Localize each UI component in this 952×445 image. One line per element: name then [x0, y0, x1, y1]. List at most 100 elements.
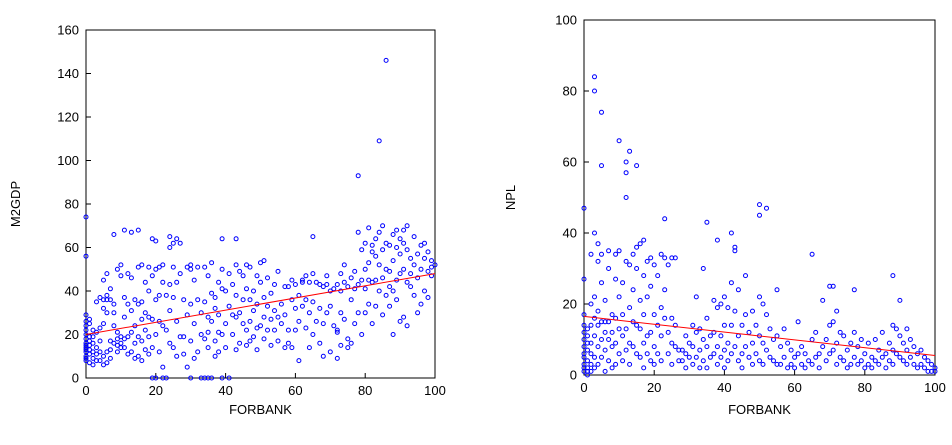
data-point	[760, 361, 766, 367]
data-point	[90, 355, 96, 361]
data-point	[317, 305, 323, 311]
data-point	[813, 329, 819, 335]
data-point	[700, 358, 706, 364]
data-point	[904, 347, 910, 353]
data-point	[627, 361, 633, 367]
data-point	[87, 360, 92, 366]
data-point	[623, 170, 629, 176]
data-point	[602, 347, 608, 353]
data-point	[247, 318, 253, 324]
data-point	[345, 345, 351, 351]
data-point	[338, 310, 344, 316]
data-point	[834, 361, 840, 367]
data-point	[149, 236, 155, 242]
data-point	[834, 308, 840, 314]
data-point	[408, 255, 414, 261]
x-tick-label: 40	[218, 383, 232, 398]
data-point	[679, 347, 685, 353]
data-point	[334, 355, 340, 361]
data-point	[97, 325, 103, 331]
y-tick-label: 100	[57, 153, 79, 168]
data-point	[648, 329, 654, 335]
data-point	[404, 247, 410, 253]
data-point	[184, 364, 190, 370]
y-tick-label: 80	[65, 197, 79, 212]
data-point	[616, 248, 622, 254]
data-point	[369, 242, 375, 248]
data-point	[686, 354, 692, 360]
data-point	[662, 255, 668, 261]
y-tick-label: 0	[570, 368, 577, 383]
data-point	[778, 361, 784, 367]
data-point	[595, 344, 601, 350]
x-tick-label: 0	[580, 380, 587, 395]
data-point	[146, 351, 152, 357]
data-point	[299, 303, 305, 309]
data-point	[380, 223, 386, 229]
data-point	[841, 333, 847, 339]
data-point	[285, 340, 291, 346]
data-point	[816, 365, 822, 371]
data-point	[630, 251, 636, 257]
data-point	[837, 329, 843, 335]
data-point	[599, 163, 604, 169]
data-point	[788, 361, 794, 367]
data-point	[188, 262, 194, 268]
chart-npl-vs-forbank: 0 20 40 60 80 100 0 20 40 60 80 100 FORBANK NPL	[503, 13, 946, 418]
data-point	[746, 329, 752, 335]
data-point	[167, 282, 173, 287]
data-point	[606, 248, 612, 254]
data-point	[244, 286, 249, 292]
data-point	[683, 351, 689, 357]
data-point	[672, 255, 678, 261]
data-point	[743, 312, 748, 318]
data-point	[595, 258, 601, 264]
data-point	[219, 332, 225, 337]
data-point	[90, 327, 96, 333]
data-point	[107, 286, 113, 292]
data-point	[616, 294, 622, 300]
data-point	[588, 368, 594, 374]
data-point	[795, 319, 801, 325]
data-point	[897, 333, 903, 339]
data-point	[149, 273, 155, 279]
data-point	[170, 345, 176, 351]
data-point	[195, 349, 201, 355]
data-point	[648, 255, 654, 261]
data-point	[261, 295, 267, 300]
data-point	[788, 347, 794, 353]
data-point	[226, 303, 232, 309]
data-point	[149, 316, 155, 322]
data-point	[865, 340, 871, 346]
data-point	[233, 262, 239, 268]
data-point	[669, 361, 675, 367]
data-point	[651, 262, 657, 268]
data-point	[616, 138, 622, 144]
chart-m2gdp-vs-forbank: 0 20 40 60 80 100 0 20 40 60 80 100 120 140 160 FORBANK…	[8, 23, 446, 418]
data-point	[195, 297, 201, 303]
data-point	[918, 361, 924, 367]
data-point	[728, 322, 734, 328]
data-point	[327, 303, 333, 309]
data-point	[893, 351, 899, 357]
data-point	[394, 227, 400, 233]
data-point	[718, 333, 724, 339]
data-point	[296, 318, 302, 324]
data-point	[669, 340, 675, 346]
data-point	[156, 264, 162, 270]
data-point	[209, 260, 215, 266]
data-point	[376, 262, 382, 268]
data-point	[216, 349, 222, 355]
data-point	[623, 159, 629, 165]
data-point	[369, 249, 375, 255]
data-point	[327, 349, 333, 355]
data-point	[282, 312, 288, 318]
data-point	[83, 214, 89, 220]
data-point	[146, 288, 152, 294]
data-point	[841, 358, 847, 364]
x-axis-label: FORBANK	[728, 402, 791, 417]
data-point	[792, 354, 798, 360]
data-point	[585, 358, 590, 364]
data-point	[592, 294, 597, 300]
data-point	[693, 294, 699, 300]
